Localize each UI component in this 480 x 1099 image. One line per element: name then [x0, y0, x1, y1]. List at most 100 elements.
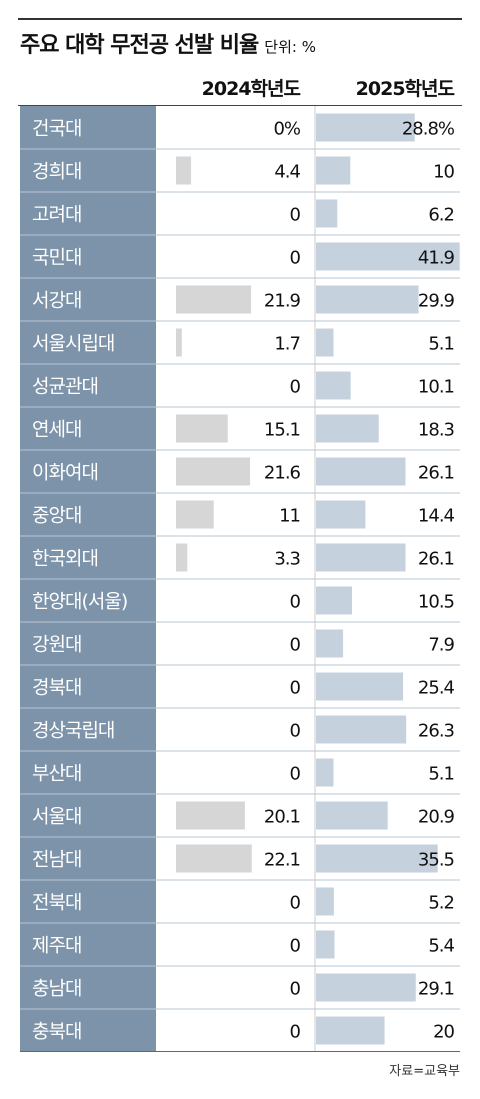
bar-2025 — [316, 930, 335, 959]
bar-2025 — [316, 586, 352, 615]
value-label-2024: 20.1 — [264, 807, 300, 828]
bar-2025 — [316, 629, 344, 658]
header-rule — [18, 105, 462, 106]
university-name: 건국대 — [32, 118, 81, 140]
bar-2024 — [176, 500, 214, 529]
bar-2025 — [316, 328, 334, 357]
value-label-2024: 0% — [273, 119, 300, 140]
value-label-2024: 0 — [290, 248, 301, 269]
source-note: 자료=교육부 — [389, 1064, 460, 1079]
bar-chart: 건국대 0% 28.8% 경희대 4.4 10 고려대 0 6.2 국민대 0 41.9 서강대 21.9… — [20, 106, 460, 1052]
value-label-2025: 5.2 — [428, 893, 454, 914]
university-name: 한국외대 — [32, 548, 98, 570]
university-name: 충북대 — [32, 1021, 81, 1043]
bar-2025 — [316, 844, 438, 873]
value-label-2024: 22.1 — [264, 850, 300, 871]
bar-2024 — [176, 543, 188, 572]
university-name: 한양대(서울) — [32, 591, 127, 613]
university-name: 충남대 — [32, 978, 81, 1000]
value-label-2024: 0 — [290, 721, 301, 742]
value-label-2024: 0 — [290, 592, 301, 613]
chart-title: 주요 대학 무전공 선발 비율 단위: % — [20, 28, 316, 64]
value-label-2025: 26.1 — [418, 463, 454, 484]
bar-2024 — [176, 414, 228, 443]
value-label-2024: 3.3 — [274, 549, 300, 570]
value-label-2025: 26.3 — [418, 721, 455, 742]
university-name: 강원대 — [32, 634, 81, 656]
bar-2025 — [316, 414, 379, 443]
bar-2025 — [316, 672, 404, 701]
value-label-2025: 7.9 — [428, 635, 454, 656]
university-name: 중앙대 — [32, 505, 81, 527]
value-label-2025: 35.5 — [418, 850, 454, 871]
bar-2025 — [316, 156, 351, 185]
bar-2024 — [176, 801, 245, 830]
bar-table: 건국대 0% 28.8% 경희대 4.4 10 고려대 0 6.2 국민대 0 41.9 서강대 21.9… — [20, 106, 460, 1052]
bar-2025 — [316, 457, 406, 486]
bar-2024 — [176, 457, 251, 486]
bar-2025 — [316, 242, 460, 271]
value-label-2024: 0 — [290, 635, 301, 656]
value-label-2024: 15.1 — [264, 420, 300, 441]
bar-2025 — [316, 1016, 385, 1045]
value-label-2024: 21.9 — [264, 291, 301, 312]
university-name: 전남대 — [32, 849, 81, 871]
university-name: 부산대 — [32, 763, 81, 785]
bar-2025 — [316, 758, 334, 787]
bar-2025 — [316, 715, 407, 744]
value-label-2025: 26.1 — [418, 549, 454, 570]
value-label-2025: 25.4 — [418, 678, 455, 699]
value-label-2024: 0 — [290, 764, 301, 785]
bar-2024 — [176, 328, 182, 357]
value-label-2025: 5.1 — [428, 334, 454, 355]
university-name: 서울시립대 — [32, 333, 114, 355]
value-label-2025: 10.1 — [418, 377, 454, 398]
university-name: 이화여대 — [32, 462, 98, 484]
university-name: 서강대 — [32, 290, 81, 312]
unit-label: 단위: % — [264, 38, 316, 56]
university-name: 전북대 — [32, 892, 81, 914]
value-label-2024: 0 — [290, 377, 301, 398]
value-label-2024: 0 — [290, 1022, 301, 1043]
bar-2025 — [316, 199, 338, 228]
value-label-2025: 5.1 — [428, 764, 454, 785]
value-label-2025: 20.9 — [418, 807, 455, 828]
university-name: 경상국립대 — [32, 720, 114, 742]
value-label-2024: 21.6 — [264, 463, 301, 484]
university-name: 고려대 — [32, 204, 81, 226]
bar-2025 — [316, 887, 334, 916]
value-label-2024: 0 — [290, 893, 301, 914]
university-name: 성균관대 — [32, 376, 98, 398]
bar-2025 — [316, 543, 406, 572]
bar-2025 — [316, 371, 351, 400]
university-name: 경북대 — [32, 677, 81, 699]
column-header-2024: 2024학년도 — [201, 78, 301, 100]
university-name: 서울대 — [32, 806, 81, 828]
bar-2024 — [176, 156, 192, 185]
top-rule — [18, 18, 462, 20]
value-label-2025: 28.8% — [402, 119, 455, 140]
value-label-2025: 29.9 — [418, 291, 455, 312]
value-label-2025: 20 — [433, 1022, 454, 1043]
value-label-2024: 0 — [290, 936, 301, 957]
value-label-2025: 10 — [433, 162, 454, 183]
value-label-2025: 14.4 — [418, 506, 455, 527]
university-name: 경희대 — [32, 161, 81, 183]
chart-title-text: 주요 대학 무전공 선발 비율 — [20, 33, 259, 58]
value-label-2024: 0 — [290, 979, 301, 1000]
value-label-2025: 18.3 — [418, 420, 455, 441]
bar-2024 — [176, 844, 252, 873]
bar-2024 — [176, 285, 252, 314]
value-label-2024: 4.4 — [274, 162, 300, 183]
university-name: 제주대 — [32, 935, 81, 957]
university-name: 연세대 — [32, 419, 81, 441]
value-label-2024: 0 — [290, 205, 301, 226]
value-label-2024: 0 — [290, 678, 301, 699]
value-label-2025: 6.2 — [428, 205, 454, 226]
university-name: 국민대 — [32, 247, 81, 269]
value-label-2024: 11 — [279, 506, 300, 527]
value-label-2025: 10.5 — [418, 592, 454, 613]
column-header-2025: 2025학년도 — [355, 78, 455, 100]
value-label-2025: 41.9 — [418, 248, 455, 269]
value-label-2025: 29.1 — [418, 979, 454, 1000]
